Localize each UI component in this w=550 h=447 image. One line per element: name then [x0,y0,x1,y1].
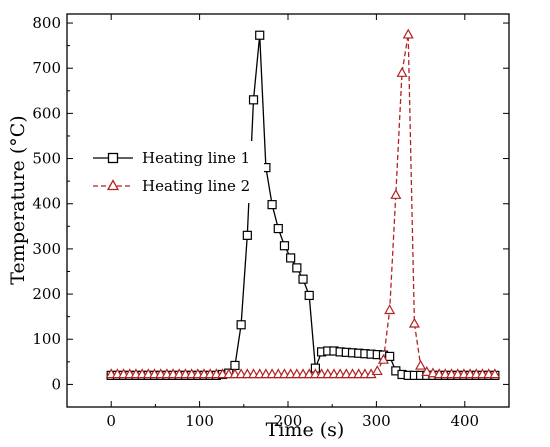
data-point [279,241,290,251]
data-point [427,367,439,378]
y-tick-label: 600 [32,104,61,122]
data-point [273,223,283,234]
axes: 0 100 200 300 400 0 100 200 300 400 500 600 700 800 [32,13,510,430]
series-1-line [111,35,495,377]
data-point [371,365,383,376]
legend-marker-series-2 [106,179,120,191]
legend-label-series-2: Heating line 2 [142,177,250,195]
data-point [242,230,252,240]
data-point [286,253,296,263]
x-axis-title: Time (s) [266,419,345,441]
data-point [255,30,265,40]
plot-frame [66,13,510,408]
series-1 [106,30,500,380]
data-point [377,353,389,364]
y-tick-label: 200 [32,285,61,303]
data-point [385,351,395,362]
y-tick-label: 700 [32,59,61,77]
y-axis-title: Temperature (°C) [7,115,29,284]
data-point [489,368,501,379]
x-tick-label: 400 [450,412,479,430]
data-point [292,263,302,273]
y-tick-label: 0 [51,375,61,393]
data-point [236,320,246,330]
y-tick-label: 300 [32,240,61,258]
data-point [421,366,433,376]
y-tick-label: 100 [32,330,61,348]
data-point [267,200,277,210]
plot-area [105,28,501,380]
data-point [390,188,402,199]
legend-label-series-1: Heating line 1 [142,149,250,167]
data-point [408,317,420,328]
x-tick-label: 0 [106,412,116,430]
x-tick-label: 300 [362,412,391,430]
y-tick-label: 800 [32,14,61,32]
data-point [248,95,259,105]
y-tick-label: 400 [32,195,61,213]
data-point [230,360,240,371]
data-point [402,28,414,39]
x-tick-label: 200 [274,412,303,430]
data-point [384,304,396,315]
data-point [396,66,408,77]
data-point [298,274,308,284]
y-tick-label: 500 [32,150,61,168]
legend-box [88,141,264,203]
series-2-line [111,34,495,375]
data-point [415,359,427,370]
data-point [304,290,314,301]
legend: Heating line 1 Heating line 2 [88,141,264,203]
series-2 [105,28,501,379]
x-tick-label: 100 [185,412,214,430]
legend-marker-series-1 [107,152,119,164]
